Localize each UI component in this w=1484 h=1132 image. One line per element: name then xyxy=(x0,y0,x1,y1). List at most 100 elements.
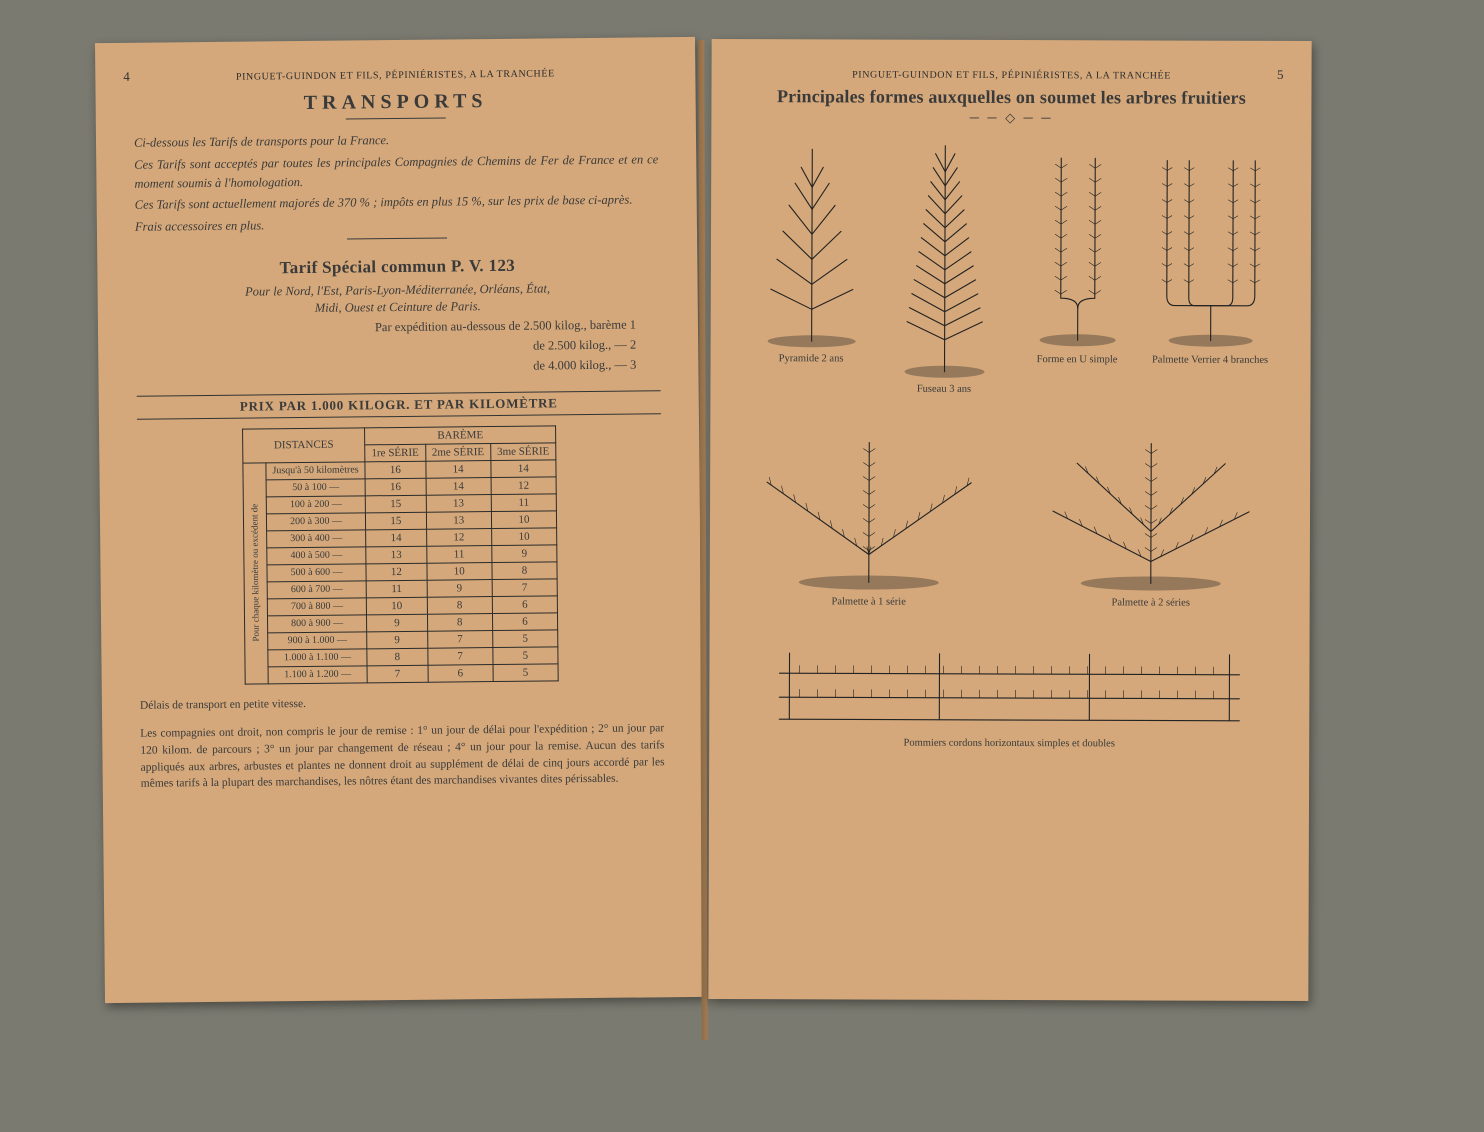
value-cell: 12 xyxy=(366,563,427,581)
decorative-rule: ─ ─ ◇ ─ ─ xyxy=(749,109,1273,127)
distance-cell: 50 à 100 — xyxy=(266,479,365,497)
price-header: PRIX PAR 1.000 KILOGR. ET PAR KILOMÈTRE xyxy=(137,390,661,419)
bareme-lines: Par expédition au-dessous de 2.500 kilog… xyxy=(136,314,661,379)
value-cell: 14 xyxy=(425,460,490,478)
caption: Pommiers cordons horizontaux simples et … xyxy=(747,737,1271,750)
value-cell: 5 xyxy=(493,647,558,665)
tree-u-simple: Forme en U simple xyxy=(1014,140,1140,395)
section-rule xyxy=(347,237,447,239)
tree-fuseau: Fuseau 3 ans xyxy=(881,140,1007,395)
distance-cell: 300 à 400 — xyxy=(267,530,366,548)
value-cell: 6 xyxy=(492,596,557,614)
value-cell: 10 xyxy=(426,562,491,580)
distance-cell: Jusqu'à 50 kilomètres xyxy=(266,462,365,480)
caption: Forme en U simple xyxy=(1015,354,1140,365)
row-label: Pour chaque kilomètre ou excédent de xyxy=(243,463,268,684)
distance-cell: 200 à 300 — xyxy=(266,513,365,531)
value-cell: 14 xyxy=(426,477,491,495)
value-cell: 14 xyxy=(491,460,556,478)
value-cell: 7 xyxy=(492,579,557,597)
value-cell: 12 xyxy=(426,528,491,546)
page-number-right: 5 xyxy=(1277,67,1284,83)
caption: Palmette Verrier 4 branches xyxy=(1148,354,1273,365)
value-cell: 16 xyxy=(365,461,426,479)
distance-cell: 600 à 700 — xyxy=(267,581,366,599)
tree-palmette-verrier: Palmette Verrier 4 branches xyxy=(1147,140,1273,395)
distance-cell: 900 à 1.000 — xyxy=(268,632,367,650)
value-cell: 7 xyxy=(367,665,428,683)
caption: Palmette à 2 séries xyxy=(1030,597,1272,609)
intro-p1: Ci-dessous les Tarifs de transports pour… xyxy=(134,128,658,152)
palmette-1serie-icon xyxy=(749,422,990,593)
cordons-icon xyxy=(759,633,1259,735)
palmette-verrier-icon xyxy=(1150,140,1271,350)
running-header-left: PINGUET-GUINDON ET FILS, PÉPINIÉRISTES, … xyxy=(133,67,657,83)
tree-palmette-2series: Palmette à 2 séries xyxy=(1030,423,1273,609)
transports-title: TRANSPORTS xyxy=(134,88,658,116)
forms-title: Principales formes auxquelles on soumet … xyxy=(749,86,1273,109)
value-cell: 11 xyxy=(426,545,491,563)
tree-row-1: Pyramide 2 ans Fuseau 3 ans Form xyxy=(748,139,1273,396)
distance-cell: 100 à 200 — xyxy=(266,496,365,514)
th-serie1: 1re SÉRIE xyxy=(365,444,426,462)
distance-cell: 400 à 500 — xyxy=(267,547,366,565)
tarif-title: Tarif Spécial commun P. V. 123 xyxy=(135,254,659,279)
value-cell: 8 xyxy=(427,613,492,631)
value-cell: 9 xyxy=(367,631,428,649)
value-cell: 16 xyxy=(365,478,426,496)
footer-p2: Les compagnies ont droit, non compris le… xyxy=(140,721,665,793)
tree-cordons: Pommiers cordons horizontaux simples et … xyxy=(747,633,1271,750)
th-serie3: 3me SÉRIE xyxy=(490,443,555,461)
value-cell: 15 xyxy=(365,495,426,513)
value-cell: 5 xyxy=(492,630,557,648)
value-cell: 8 xyxy=(367,648,428,666)
value-cell: 6 xyxy=(492,613,557,631)
value-cell: 8 xyxy=(492,562,557,580)
caption: Pyramide 2 ans xyxy=(749,353,874,364)
value-cell: 8 xyxy=(427,596,492,614)
value-cell: 13 xyxy=(426,511,491,529)
value-cell: 9 xyxy=(367,614,428,632)
caption: Fuseau 3 ans xyxy=(881,384,1006,395)
distance-cell: 1.000 à 1.100 — xyxy=(268,649,367,667)
value-cell: 14 xyxy=(366,529,427,547)
th-distances: DISTANCES xyxy=(242,428,365,463)
intro-p3: Ces Tarifs sont actuellement majorés de … xyxy=(135,191,659,215)
pyramid-icon xyxy=(756,139,867,349)
tarif-table: DISTANCES BARÈME 1re SÉRIE 2me SÉRIE 3me… xyxy=(242,425,559,684)
fuseau-icon xyxy=(889,140,1000,380)
value-cell: 7 xyxy=(427,647,492,665)
distance-cell: 700 à 800 — xyxy=(267,598,366,616)
intro-p2: Ces Tarifs sont acceptés par toutes les … xyxy=(134,150,658,193)
value-cell: 13 xyxy=(366,546,427,564)
value-cell: 9 xyxy=(427,579,492,597)
page-number-left: 4 xyxy=(123,69,130,85)
value-cell: 13 xyxy=(426,494,491,512)
value-cell: 5 xyxy=(493,664,558,682)
value-cell: 6 xyxy=(428,664,493,682)
running-header-right: PINGUET-GUINDON ET FILS, PÉPINIÉRISTES, … xyxy=(750,69,1274,82)
value-cell: 7 xyxy=(427,630,492,648)
bareme-line: de 4.000 kilog., — 3 xyxy=(136,354,660,379)
value-cell: 15 xyxy=(366,512,427,530)
value-cell: 11 xyxy=(491,494,556,512)
page-left: 4 PINGUET-GUINDON ET FILS, PÉPINIÉRISTES… xyxy=(95,37,705,1003)
tree-pyramid: Pyramide 2 ans xyxy=(748,139,874,394)
value-cell: 11 xyxy=(366,580,427,598)
caption: Palmette à 1 série xyxy=(748,596,990,608)
th-serie2: 2me SÉRIE xyxy=(425,443,490,461)
value-cell: 12 xyxy=(491,477,556,495)
value-cell: 10 xyxy=(491,528,556,546)
page-right: 5 PINGUET-GUINDON ET FILS, PÉPINIÉRISTES… xyxy=(708,39,1311,1001)
book-spread: 4 PINGUET-GUINDON ET FILS, PÉPINIÉRISTES… xyxy=(100,40,1400,1040)
th-bareme: BARÈME xyxy=(365,426,556,445)
distance-cell: 1.100 à 1.200 — xyxy=(268,666,367,684)
u-simple-icon xyxy=(1022,140,1133,350)
tree-palmette-1serie: Palmette à 1 série xyxy=(748,422,991,608)
value-cell: 10 xyxy=(366,597,427,615)
palmette-2series-icon xyxy=(1031,423,1272,594)
title-rule xyxy=(346,117,446,119)
intro-p4: Frais accessoires en plus. xyxy=(135,212,659,236)
distance-cell: 800 à 900 — xyxy=(267,615,366,633)
tree-row-2: Palmette à 1 série Palmette à 2 séries xyxy=(748,422,1273,609)
